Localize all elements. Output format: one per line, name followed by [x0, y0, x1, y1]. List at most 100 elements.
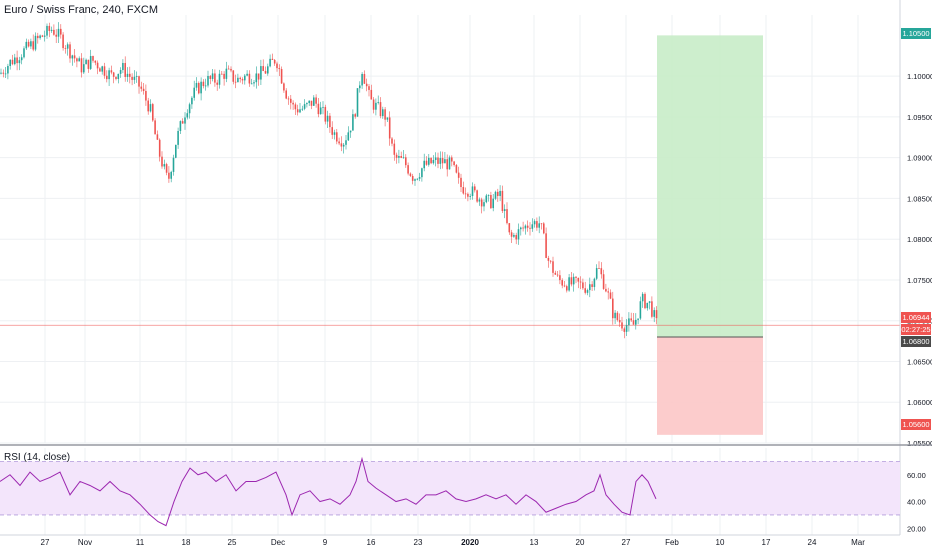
time-tick-label: 16 — [367, 538, 376, 547]
candle-body — [154, 120, 156, 135]
candle-body — [269, 58, 271, 67]
candle-body — [497, 191, 499, 197]
candle-body — [0, 72, 2, 74]
candle-body — [508, 223, 511, 233]
candle-body — [62, 34, 64, 49]
candle-body — [55, 34, 57, 37]
candle-body — [2, 72, 5, 74]
candle-body — [584, 288, 586, 293]
target-price-badge: 1.10500 — [901, 28, 931, 39]
candle-body — [94, 60, 97, 63]
candle-body — [292, 102, 294, 105]
candle-body — [37, 35, 39, 39]
candle-body — [515, 234, 517, 240]
candle-body — [405, 157, 407, 166]
candle-body — [455, 165, 458, 173]
candle-body — [122, 62, 124, 71]
candle-body — [598, 268, 600, 269]
candle-body — [78, 58, 80, 62]
candle-body — [480, 199, 483, 207]
candle-body — [423, 160, 425, 169]
candle-body — [241, 79, 244, 81]
candle-body — [451, 157, 453, 162]
price-tick-label: 1.08500 — [907, 194, 932, 203]
candle-body — [204, 85, 207, 87]
candle-body — [416, 178, 419, 180]
candle-body — [34, 35, 37, 50]
candle-body — [140, 86, 143, 89]
candle-body — [595, 268, 598, 279]
candle-body — [149, 104, 152, 112]
candle-body — [529, 227, 531, 229]
candle-body — [398, 155, 400, 158]
rsi-tick-label: 60.00 — [907, 471, 926, 480]
current-price-badge: 1.06944 — [901, 312, 931, 323]
profit-zone — [657, 35, 763, 338]
candle-body — [267, 66, 269, 74]
candle-body — [299, 109, 301, 113]
candle-body — [340, 143, 343, 147]
candle-body — [227, 68, 230, 70]
candle-body — [623, 328, 626, 332]
candle-body — [483, 202, 485, 207]
candle-body — [260, 66, 262, 80]
candle-body — [308, 100, 310, 104]
candle-body — [237, 77, 239, 83]
candle-body — [354, 114, 356, 117]
candle-body — [60, 28, 62, 35]
candle-body — [602, 274, 605, 289]
candle-body — [384, 109, 386, 120]
time-tick-label: 2020 — [461, 538, 479, 547]
candle-body — [216, 82, 218, 85]
candle-body — [547, 257, 550, 261]
candle-body — [80, 58, 83, 73]
candle-body — [66, 44, 69, 49]
candle-body — [230, 68, 232, 71]
candle-body — [112, 72, 115, 77]
candle-body — [310, 100, 313, 106]
candle-body — [179, 121, 182, 131]
candle-body — [469, 196, 471, 197]
candle-body — [191, 97, 193, 105]
candle-body — [276, 63, 278, 69]
candle-body — [9, 59, 11, 66]
candle-body — [439, 158, 442, 164]
candle-body — [437, 157, 439, 164]
candle-body — [552, 261, 554, 273]
rsi-line — [0, 456, 657, 527]
candle-body — [161, 156, 163, 167]
candle-body — [244, 75, 246, 81]
candle-body — [131, 76, 133, 80]
candle-body — [400, 155, 402, 158]
candle-body — [27, 41, 30, 47]
candle-body — [14, 57, 16, 65]
candle-body — [145, 90, 147, 101]
candle-body — [342, 144, 345, 147]
candle-body — [566, 286, 568, 291]
candle-body — [294, 104, 297, 110]
candle-body — [577, 277, 580, 282]
candle-body — [499, 190, 501, 197]
candle-body — [370, 89, 373, 100]
candle-body — [646, 302, 649, 309]
candle-body — [214, 73, 216, 83]
candle-body — [158, 139, 161, 157]
price-tick-label: 1.06000 — [907, 398, 932, 407]
candle-body — [448, 157, 451, 170]
candle-body — [53, 29, 55, 35]
candle-body — [568, 277, 570, 291]
candle-body — [425, 160, 428, 165]
time-tick-label: 11 — [136, 538, 145, 547]
candle-body — [388, 117, 391, 139]
candle-body — [605, 288, 607, 292]
candle-body — [522, 227, 524, 229]
candle-body — [651, 301, 653, 317]
candle-body — [32, 41, 34, 50]
candle-body — [221, 73, 223, 75]
candle-body — [517, 229, 520, 240]
candle-body — [554, 272, 557, 275]
candle-body — [290, 98, 292, 103]
candle-body — [395, 154, 398, 158]
candle-body — [23, 48, 25, 58]
